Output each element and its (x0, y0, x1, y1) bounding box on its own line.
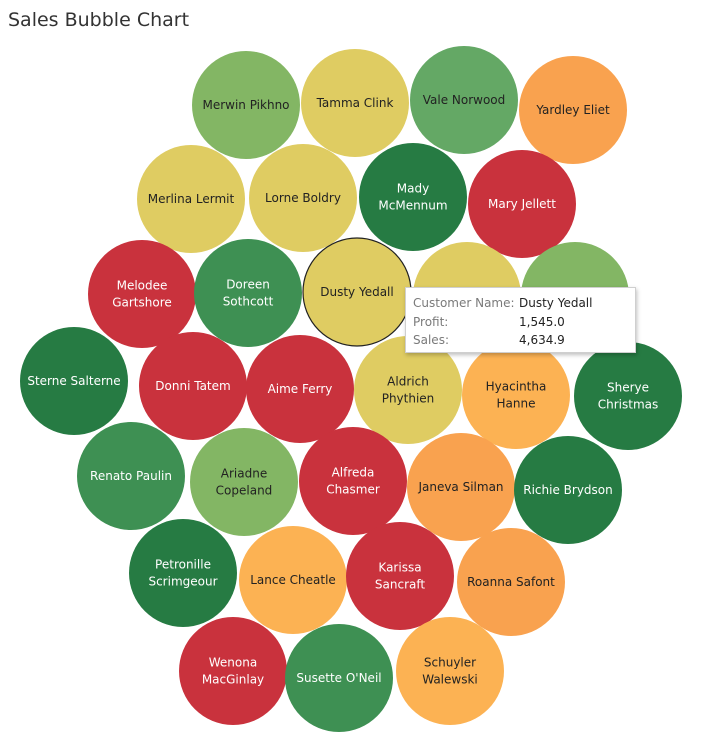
bubble-label: Dusty Yedall (320, 285, 393, 299)
bubble-label: Alfreda Chasmer (326, 466, 380, 497)
bubble-circle[interactable] (299, 427, 407, 535)
tooltip: Customer Name: Dusty Yedall Profit: 1,545.… (405, 287, 636, 353)
bubble-circle[interactable] (410, 46, 518, 154)
bubble-circle[interactable] (192, 51, 300, 159)
bubble-merwin-pikhno[interactable]: Merwin Pikhno (192, 51, 300, 159)
bubble-richie-brydson[interactable]: Richie Brydson (514, 436, 622, 544)
bubble-label: Vale Norwood (423, 93, 506, 107)
bubble-circle[interactable] (194, 239, 302, 347)
bubble-label: Doreen Sothcott (223, 278, 274, 309)
bubble-circle[interactable] (346, 522, 454, 630)
bubble-label: Janeva Silman (417, 480, 503, 494)
bubble-sterne-salterne[interactable]: Sterne Salterne (20, 327, 128, 435)
bubble-tamma-clink[interactable]: Tamma Clink (301, 49, 409, 157)
bubble-label: Aldrich Phythien (382, 375, 435, 406)
bubble-wenona-macginlay[interactable]: Wenona MacGinlay (179, 617, 287, 725)
bubble-circle[interactable] (239, 526, 347, 634)
bubble-karissa-sancraft[interactable]: Karissa Sancraft (346, 522, 454, 630)
bubble-label: Melodee Gartshore (112, 279, 172, 310)
bubble-label: Lance Cheatle (250, 573, 336, 587)
bubble-petronille-scrimgeour[interactable]: Petronille Scrimgeour (129, 519, 237, 627)
bubble-vale-norwood[interactable]: Vale Norwood (410, 46, 518, 154)
bubble-donni-tatem[interactable]: Donni Tatem (139, 332, 247, 440)
bubble-circle[interactable] (457, 528, 565, 636)
bubble-label: Mary Jellett (488, 197, 556, 211)
bubble-label: Merwin Pikhno (202, 98, 289, 112)
bubble-ariadne-copeland[interactable]: Ariadne Copeland (190, 428, 298, 536)
bubble-label: Renato Paulin (90, 469, 172, 483)
bubble-circle[interactable] (190, 428, 298, 536)
bubble-label: Wenona MacGinlay (202, 656, 264, 687)
bubble-label: Schuyler Walewski (422, 656, 478, 687)
bubble-hyacintha-hanne[interactable]: Hyacintha Hanne (462, 341, 570, 449)
bubble-label: Donni Tatem (155, 379, 230, 393)
bubble-alfreda-chasmer[interactable]: Alfreda Chasmer (299, 427, 407, 535)
bubble-label: Sterne Salterne (27, 374, 120, 388)
bubble-label: Tamma Clink (316, 96, 394, 110)
bubble-circle[interactable] (407, 433, 515, 541)
bubble-circle[interactable] (574, 342, 682, 450)
tooltip-value: Dusty Yedall (519, 296, 593, 310)
bubble-circle[interactable] (139, 332, 247, 440)
bubble-label: Karissa Sancraft (375, 561, 425, 592)
bubble-label: Mady McMennum (378, 182, 447, 213)
bubble-mary-jellett[interactable]: Mary Jellett (468, 150, 576, 258)
bubble-label: Ariadne Copeland (216, 467, 273, 498)
bubble-label: Roanna Safont (467, 575, 555, 589)
bubble-melodee-gartshore[interactable]: Melodee Gartshore (88, 240, 196, 348)
tooltip-value: 1,545.0 (519, 315, 565, 329)
bubble-circle[interactable] (179, 617, 287, 725)
bubble-label: Susette O'Neil (296, 671, 381, 685)
tooltip-row-profit: Profit: 1,545.0 (413, 315, 565, 329)
bubble-dusty-yedall[interactable]: Dusty Yedall (302, 237, 412, 347)
bubble-circle[interactable] (20, 327, 128, 435)
tooltip-label: Customer Name: (413, 296, 515, 310)
bubble-circle[interactable] (285, 624, 393, 732)
bubble-doreen-sothcott[interactable]: Doreen Sothcott (194, 239, 302, 347)
bubble-aldrich-phythien[interactable]: Aldrich Phythien (354, 336, 462, 444)
bubble-circle[interactable] (468, 150, 576, 258)
bubble-janeva-silman[interactable]: Janeva Silman (407, 433, 515, 541)
bubble-circle[interactable] (77, 422, 185, 530)
chart-title: Sales Bubble Chart (8, 9, 190, 31)
bubble-circle[interactable] (354, 336, 462, 444)
bubble-label: Lorne Boldry (265, 191, 341, 205)
bubble-mady-mcmennum[interactable]: Mady McMennum (359, 143, 467, 251)
bubble-circle[interactable] (396, 617, 504, 725)
bubble-circle[interactable] (359, 143, 467, 251)
tooltip-label: Sales: (413, 333, 449, 347)
bubble-label: Yardley Eliet (535, 103, 610, 117)
bubble-circle[interactable] (246, 335, 354, 443)
tooltip-value: 4,634.9 (519, 333, 565, 347)
bubble-label: Aime Ferry (268, 382, 333, 396)
bubble-circle[interactable] (137, 145, 245, 253)
bubble-renato-paulin[interactable]: Renato Paulin (77, 422, 185, 530)
bubble-roanna-safont[interactable]: Roanna Safont (457, 528, 565, 636)
bubble-circle[interactable] (514, 436, 622, 544)
bubble-yardley-eliet[interactable]: Yardley Eliet (519, 56, 627, 164)
bubble-label: Petronille Scrimgeour (148, 558, 217, 589)
bubble-circle[interactable] (462, 341, 570, 449)
bubble-lorne-boldry[interactable]: Lorne Boldry (249, 144, 357, 252)
bubble-circle[interactable] (249, 144, 357, 252)
bubble-sherye-christmas[interactable]: Sherye Christmas (574, 342, 682, 450)
tooltip-row-sales: Sales: 4,634.9 (413, 333, 565, 347)
bubble-label: Richie Brydson (523, 483, 613, 497)
bubble-lance-cheatle[interactable]: Lance Cheatle (239, 526, 347, 634)
bubble-circle[interactable] (129, 519, 237, 627)
bubble-circle[interactable] (519, 56, 627, 164)
bubble-label: Merlina Lermit (148, 192, 235, 206)
bubble-circle[interactable] (301, 49, 409, 157)
bubble-label: Hyacintha Hanne (486, 380, 547, 411)
bubble-schuyler-walewski[interactable]: Schuyler Walewski (396, 617, 504, 725)
bubble-susette-o-neil[interactable]: Susette O'Neil (285, 624, 393, 732)
bubble-label: Sherye Christmas (598, 381, 659, 412)
bubble-merlina-lermit[interactable]: Merlina Lermit (137, 145, 245, 253)
bubble-aime-ferry[interactable]: Aime Ferry (246, 335, 354, 443)
bubble-circle[interactable] (88, 240, 196, 348)
tooltip-label: Profit: (413, 315, 449, 329)
tooltip-row-customer: Customer Name: Dusty Yedall (413, 296, 592, 310)
